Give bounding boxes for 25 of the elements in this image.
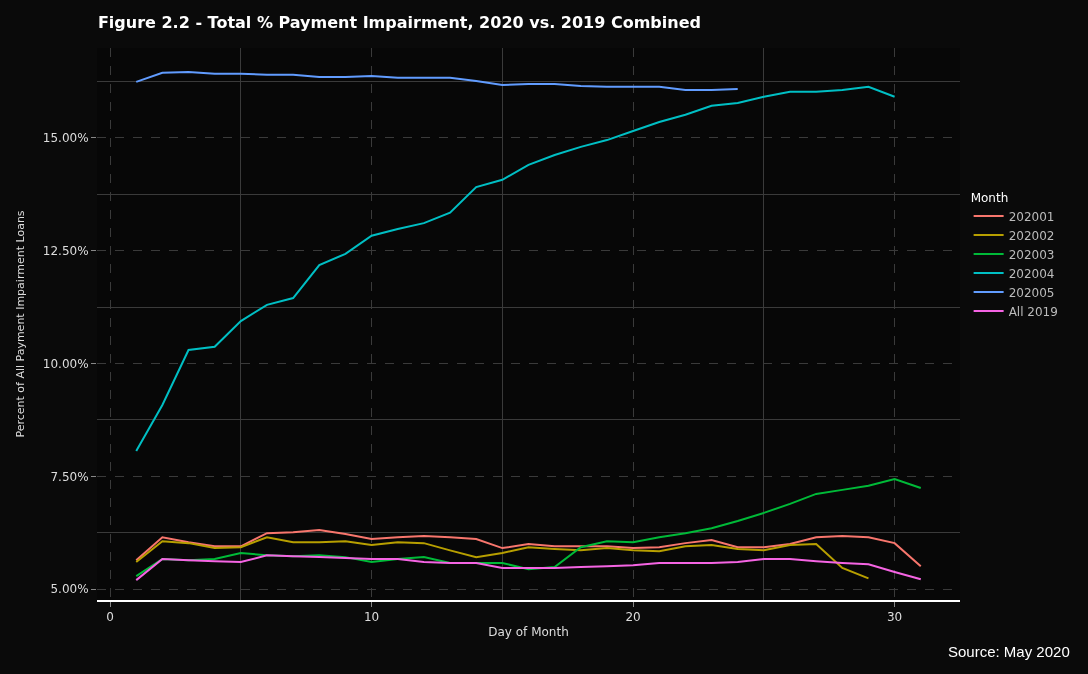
line-series (135, 536, 870, 580)
legend-label: 202001 (1008, 209, 1055, 224)
y-tick-label: 5.00% (50, 582, 89, 597)
legend-label: 202005 (1008, 285, 1055, 300)
legend-title: Month (970, 190, 1009, 205)
line-series (135, 85, 896, 453)
line-series (135, 554, 922, 582)
x-axis-title: Day of Month (488, 624, 569, 639)
line-series (135, 70, 739, 91)
y-axis-title: Percent of All Payment Impairment Loans (14, 210, 28, 438)
y-tick-label: 12.50% (42, 243, 89, 258)
x-tick-label: 0 (106, 610, 114, 625)
x-tick-label: 20 (625, 610, 641, 625)
x-tick-label: 10 (363, 610, 380, 625)
x-tick-label: 30 (886, 610, 903, 625)
legend-label: 202002 (1008, 228, 1055, 243)
source-note: Source: May 2020 (948, 643, 1070, 660)
legend-label: 202003 (1008, 247, 1055, 262)
y-tick-label: 7.50% (50, 469, 89, 484)
y-tick-label: 15.00% (42, 131, 89, 146)
legend-label: All 2019 (1008, 304, 1058, 319)
line-series (135, 529, 922, 568)
legend-label: 202004 (1008, 266, 1055, 281)
chart-title: Figure 2.2 - Total % Payment Impairment, 2020 vs. 2019 Combined (97, 13, 701, 33)
y-tick-label: 10.00% (42, 356, 89, 371)
